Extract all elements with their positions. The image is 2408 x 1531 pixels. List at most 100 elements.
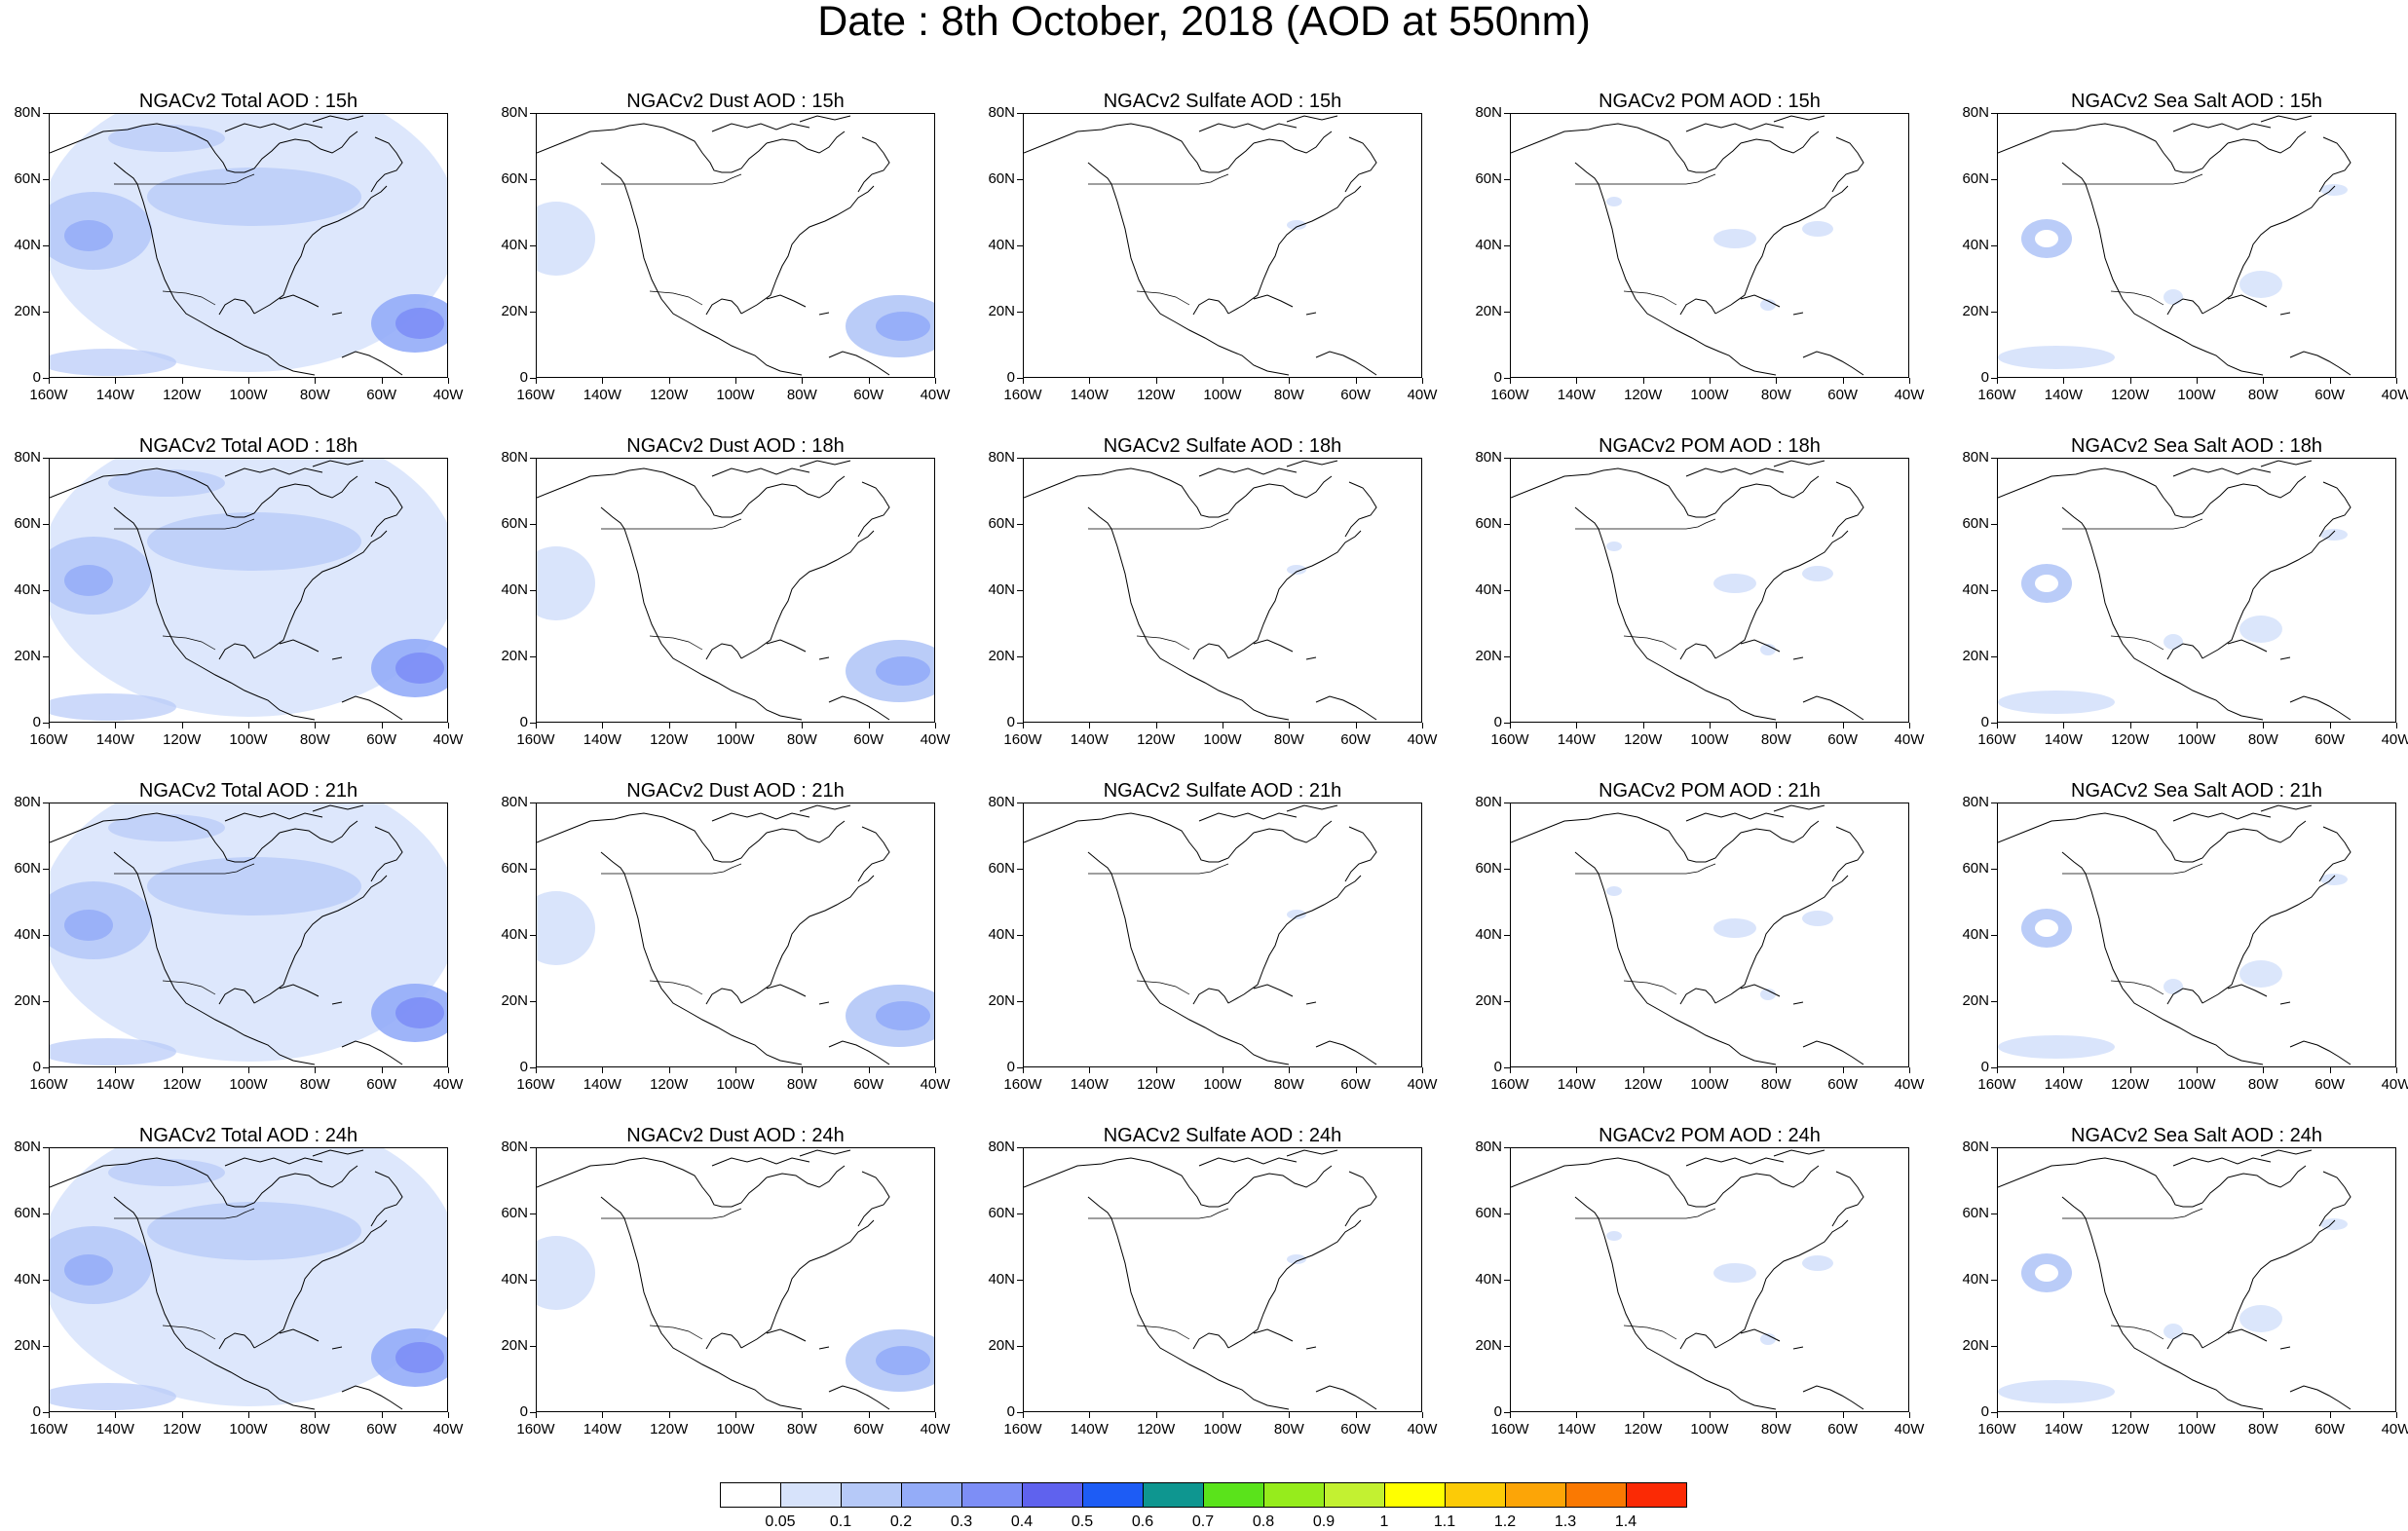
lon-tick (115, 1412, 117, 1418)
aod-shading (537, 202, 595, 276)
coastline (1998, 115, 2352, 376)
lat-tick (1504, 1280, 1510, 1281)
colorbar-swatch (1082, 1482, 1144, 1508)
map-panel-dust: NGACv2 Dust AOD : 15h 80N 60N 40N 20N 0 160W 14… (487, 90, 974, 411)
aod-shading (2239, 271, 2282, 298)
lat-tick (530, 245, 536, 246)
lat-tick-label: 20N (14, 303, 41, 319)
lat-tick (1017, 723, 1023, 724)
aod-shading (1713, 229, 1756, 248)
lon-tick (49, 723, 50, 728)
aod-shading (1606, 1231, 1622, 1241)
lat-tick-label: 80N (988, 104, 1015, 121)
map-area (1997, 803, 2396, 1067)
map-area (536, 803, 935, 1067)
lon-tick-label: 80W (1273, 731, 1304, 748)
country-border (601, 1208, 742, 1340)
aod-shading (395, 1342, 444, 1373)
lat-tick (530, 1280, 536, 1281)
lon-tick (1776, 723, 1778, 728)
aod-shading (64, 565, 113, 596)
lon-tick (248, 378, 249, 384)
country-border (601, 173, 742, 306)
lat-tick-label: 40N (501, 581, 528, 598)
lon-tick-label: 40W (1407, 387, 1438, 403)
lat-tick (1017, 1280, 1023, 1281)
lon-tick (381, 378, 383, 384)
lat-tick-label: 80N (1475, 104, 1502, 121)
lon-tick (735, 1067, 736, 1073)
lat-tick-label: 80N (1962, 449, 1989, 466)
lon-tick-label: 40W (433, 731, 464, 748)
panel-title: NGACv2 Total AOD : 24h (138, 1125, 358, 1146)
aod-shading (2035, 919, 2058, 937)
lon-tick (248, 723, 249, 728)
aod-map (537, 115, 934, 376)
lat-tick (530, 179, 536, 180)
lat-tick-label: 80N (1962, 794, 1989, 810)
lon-tick-label: 160W (1977, 1421, 2016, 1438)
lon-tick-label: 120W (1624, 1421, 1663, 1438)
lat-tick-label: 80N (1962, 104, 1989, 121)
map-panel-seasalt: NGACv2 Sea Salt AOD : 21h 80N 60N 40N 20N 0 16… (1948, 779, 2408, 1101)
lon-tick-label: 120W (163, 1421, 202, 1438)
lon-tick-label: 60W (853, 387, 884, 403)
lon-tick (1355, 1412, 1357, 1418)
lat-tick-label: 60N (1475, 860, 1502, 877)
aod-shading (2035, 230, 2058, 247)
lat-tick-label: 80N (1475, 1139, 1502, 1155)
lat-tick (43, 1067, 49, 1068)
aod-shading (876, 656, 930, 686)
aod-shading (1713, 918, 1756, 938)
lat-tick (530, 1346, 536, 1347)
lat-tick (1991, 590, 1997, 591)
map-area (1023, 113, 1422, 378)
map-area (1510, 803, 1909, 1067)
lon-tick-label: 140W (2044, 731, 2083, 748)
coastline (1998, 460, 2352, 721)
colorbar-swatch (1565, 1482, 1627, 1508)
lat-tick (43, 458, 49, 459)
lon-tick-label: 100W (229, 1076, 268, 1093)
lat-tick (1504, 723, 1510, 724)
coastline (1511, 115, 1864, 376)
lat-tick-label: 40N (988, 581, 1015, 598)
colorbar-label: 0.3 (950, 1513, 973, 1530)
lat-tick (530, 113, 536, 114)
colorbar-swatch (1143, 1482, 1204, 1508)
lon-tick-label: 100W (2177, 387, 2216, 403)
lat-tick (1504, 1147, 1510, 1148)
lon-tick-label: 160W (516, 1421, 555, 1438)
aod-shading (147, 1202, 361, 1260)
lat-tick-label: 80N (988, 1139, 1015, 1155)
coastline (50, 115, 403, 376)
lat-tick-label: 60N (501, 860, 528, 877)
lon-tick (1710, 1412, 1711, 1418)
aod-shading (1802, 911, 1833, 926)
lon-tick (2129, 1412, 2131, 1418)
country-border (601, 518, 742, 651)
aod-shading (2320, 184, 2348, 196)
lat-tick-label: 0 (1980, 1059, 1989, 1075)
lat-tick (530, 1067, 536, 1068)
lon-tick-label: 120W (1137, 1076, 1176, 1093)
coastline (1024, 460, 1377, 721)
lon-tick-label: 60W (2314, 387, 2346, 403)
lon-tick (1355, 378, 1357, 384)
lat-tick-label: 60N (14, 860, 41, 877)
lon-tick (1422, 1067, 1423, 1073)
lon-tick (1089, 378, 1091, 384)
aod-shading (537, 546, 595, 620)
aod-shading (395, 308, 444, 339)
colorbar-swatch (1203, 1482, 1264, 1508)
country-border (1088, 1208, 1229, 1340)
lon-tick-label: 140W (583, 387, 621, 403)
lat-tick (1017, 524, 1023, 525)
lon-tick (668, 723, 670, 728)
aod-shading (1760, 1333, 1776, 1345)
aod-shading (108, 469, 225, 497)
lat-tick-label: 80N (988, 794, 1015, 810)
aod-shading (64, 910, 113, 941)
lat-tick-label: 40N (14, 1271, 41, 1288)
lon-tick-label: 40W (920, 387, 951, 403)
